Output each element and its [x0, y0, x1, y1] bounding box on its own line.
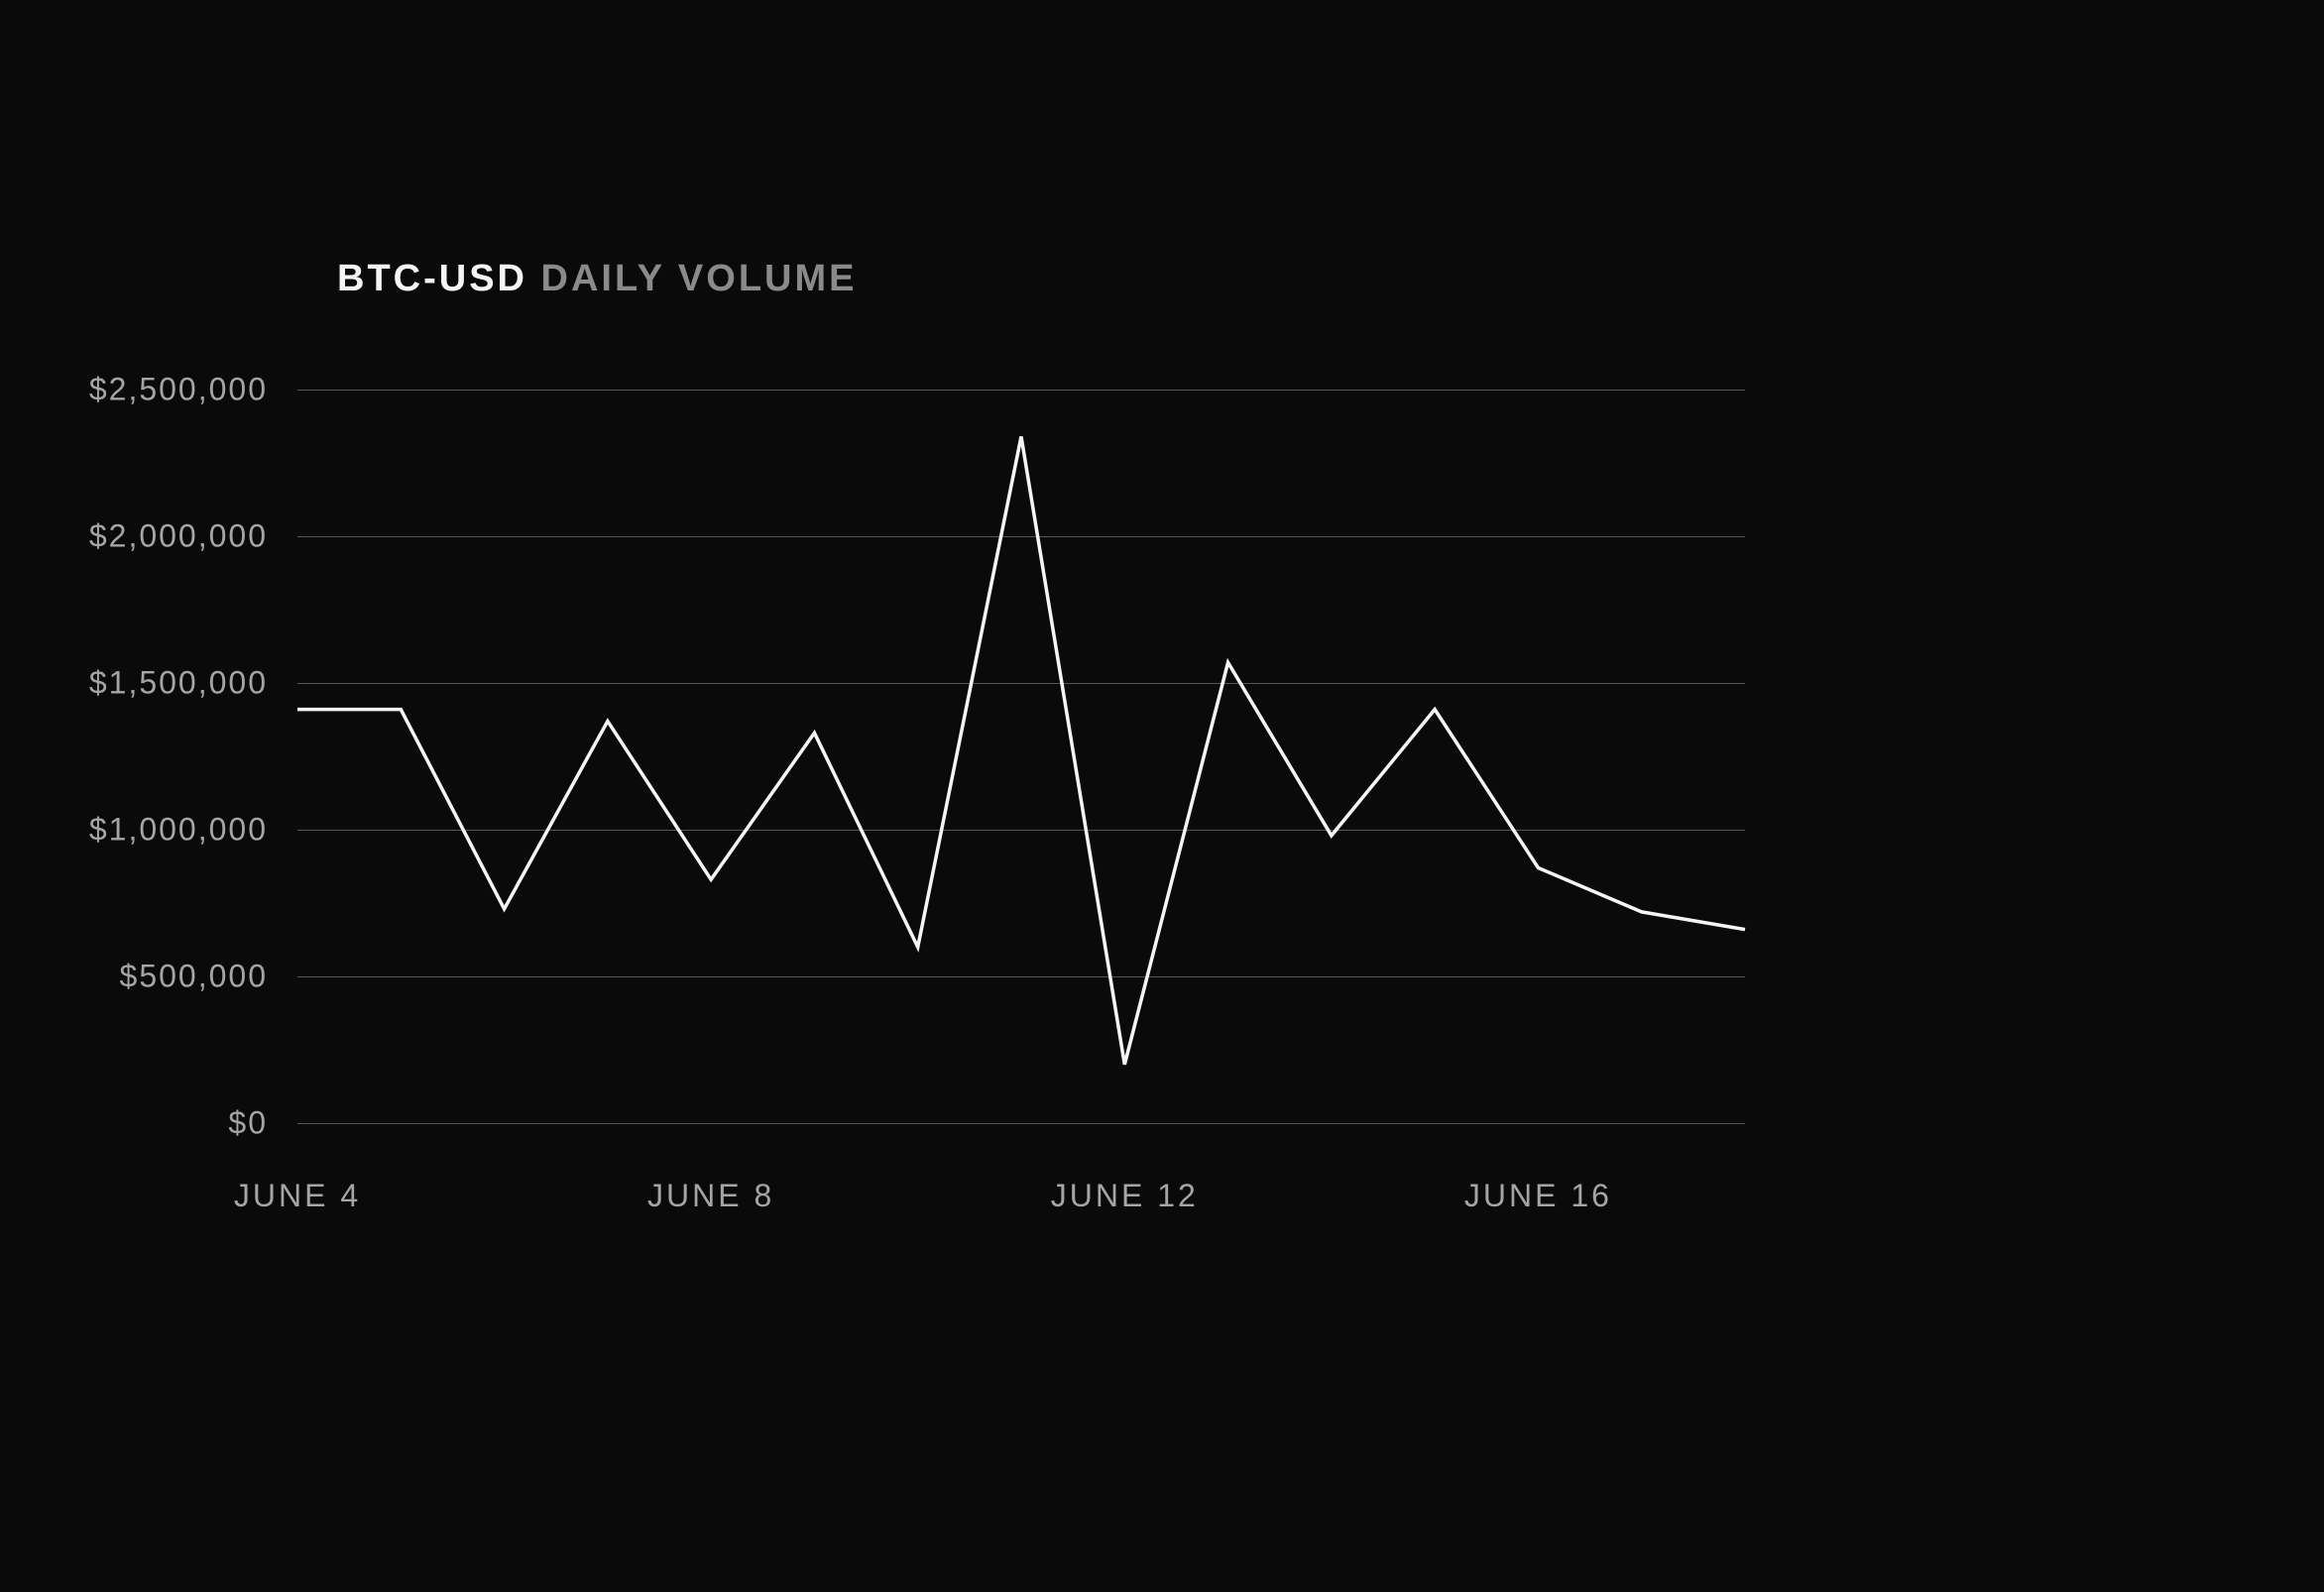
y-axis-label: $1,000,000: [89, 812, 268, 849]
plot-area: $2,500,000$2,000,000$1,500,000$1,000,000…: [278, 390, 1963, 1123]
chart-title: BTC-USD DAILY VOLUME: [337, 258, 1963, 300]
y-axis-label: $1,500,000: [89, 665, 268, 702]
y-axis-label: $2,500,000: [89, 372, 268, 408]
y-axis-label: $0: [228, 1105, 268, 1142]
x-axis-label: JUNE 16: [1464, 1178, 1612, 1214]
chart-title-symbol: BTC-USD: [337, 258, 527, 299]
line-series: [297, 390, 1745, 1123]
grid-area: [297, 390, 1745, 1123]
volume-line: [297, 436, 1745, 1064]
x-axis-label: JUNE 12: [1051, 1178, 1199, 1214]
chart-title-metric: DAILY VOLUME: [541, 258, 858, 299]
y-axis-label: $500,000: [120, 959, 268, 995]
gridline: [297, 1123, 1745, 1124]
x-axis-label: JUNE 4: [234, 1178, 361, 1214]
volume-chart: BTC-USD DAILY VOLUME $2,500,000$2,000,00…: [278, 258, 1963, 1178]
x-axis-label: JUNE 8: [647, 1178, 774, 1214]
y-axis-label: $2,000,000: [89, 518, 268, 555]
